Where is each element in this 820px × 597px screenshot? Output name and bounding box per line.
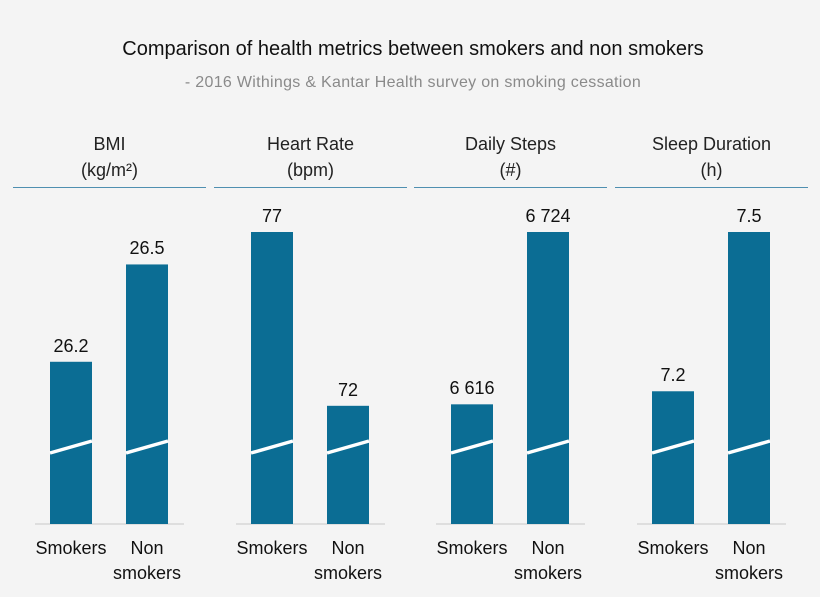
bar-chart-canvas	[35, 264, 184, 525]
category-label: Smokers	[35, 538, 107, 558]
panel-header-divider	[414, 187, 607, 188]
panel-title: Heart Rate	[266, 134, 355, 154]
category-label: Non smokers	[714, 538, 783, 583]
panel-unit: (#)	[499, 160, 522, 180]
bar-smokers	[652, 391, 694, 524]
panel-daily-steps: Daily Steps (#) 6 616 Smokers 6 724 Non smok…	[414, 130, 607, 597]
category-label: Smokers	[236, 538, 308, 558]
bar-value-label: 77	[261, 206, 283, 226]
category-label: Smokers	[436, 538, 508, 558]
bar-value-label: 7.5	[736, 206, 762, 226]
bar-non-smokers	[728, 232, 770, 524]
axis-break-mark	[450, 439, 494, 455]
category-label: Non smokers	[513, 538, 582, 583]
panel-bmi: BMI (kg/m²) 26.2 Smokers 26.5 Non smokers	[13, 130, 206, 597]
panel-unit: (kg/m²)	[81, 160, 138, 180]
axis-break-mark	[49, 439, 93, 455]
chart-title: Comparison of health metrics between smo…	[122, 38, 704, 60]
panel-sleep-duration: Sleep Duration (h) 7.2 Smokers 7.5 Non smoke…	[615, 130, 808, 597]
bar-value-label: 6 724	[525, 206, 571, 226]
bar-non-smokers	[527, 232, 569, 524]
axis-break-mark	[651, 439, 695, 455]
category-label: Non smokers	[313, 538, 382, 583]
panel-header-divider	[13, 187, 206, 188]
bar-smokers	[451, 404, 493, 524]
bar-non-smokers	[327, 405, 369, 524]
bar-smokers	[251, 232, 293, 524]
panel-unit: (h)	[700, 160, 723, 180]
bar-value-label: 26.2	[53, 335, 89, 356]
bar-chart-canvas	[436, 232, 585, 525]
panel-header-divider	[214, 187, 407, 188]
axis-break-mark	[250, 439, 294, 455]
bar-non-smokers	[126, 264, 168, 524]
bar-chart-canvas	[236, 232, 385, 525]
bar-value-label: 6 616	[449, 378, 495, 399]
panel-title: BMI	[93, 134, 126, 154]
axis-break-mark	[727, 439, 771, 455]
axis-break-mark	[326, 439, 370, 455]
bar-value-label: 26.5	[129, 238, 165, 259]
panel-heart-rate: Heart Rate (bpm) 77 Smokers 72 Non smokers	[214, 130, 407, 597]
bar-chart-canvas	[637, 232, 786, 525]
panel-header-divider	[615, 187, 808, 188]
bar-value-label: 72	[337, 379, 359, 400]
category-label: Non smokers	[112, 538, 181, 583]
axis-break-mark	[526, 439, 570, 455]
panel-title: Daily Steps	[464, 134, 557, 154]
panel-unit: (bpm)	[286, 160, 334, 180]
panel-title: Sleep Duration	[651, 134, 772, 154]
bar-value-label: 7.2	[660, 365, 686, 386]
category-label: Smokers	[637, 538, 709, 558]
chart-subtitle: - 2016 Withings & Kantar Health survey o…	[184, 74, 642, 91]
axis-break-mark	[125, 439, 169, 455]
